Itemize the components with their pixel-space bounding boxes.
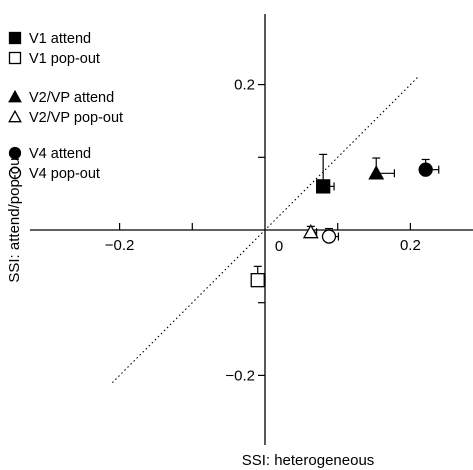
y-tick-label: −0.2 [225, 367, 255, 384]
error-bars [253, 153, 440, 285]
legend-v1-pop-out-label: V1 pop-out [29, 51, 100, 67]
legend-v4-attend-marker [8, 146, 22, 160]
legend-v2-vp-attend-label: V2/VP attend [29, 90, 114, 106]
legend-v1-pop-out-marker [8, 51, 22, 65]
v2-vp-pop-out-marker [302, 224, 319, 239]
data-markers [250, 162, 433, 288]
legend-v1-attend-marker [8, 31, 22, 45]
x-tick-label: −0.2 [105, 237, 135, 254]
tick-marks [118, 83, 411, 376]
legend-v4-pop-out-marker [8, 166, 22, 180]
origin-label: 0 [275, 238, 283, 255]
legend-v4-pop-out-label: V4 pop-out [29, 166, 100, 182]
v4-pop-out-marker [321, 229, 337, 244]
v1-attend-marker [316, 179, 331, 194]
v1-pop-out-marker [250, 273, 265, 288]
v4-attend-marker [418, 162, 433, 177]
y-axis-title: SSI: attend/pop-out [6, 153, 23, 283]
v2-vp-attend-marker [368, 165, 385, 180]
tick-labels: −0.2 0.2 0.2 −0.2 [105, 77, 421, 385]
legend: V1 attend V1 pop-out V2/VP attend V2/VP pop… [8, 31, 123, 182]
legend-v2-vp-pop-out-label: V2/VP pop-out [29, 110, 123, 126]
legend-v1-attend-label: V1 attend [29, 31, 91, 47]
legend-v4-attend-label: V4 attend [29, 146, 91, 162]
y-tick-label: 0.2 [234, 77, 255, 94]
legend-v2-vp-attend-marker [8, 89, 22, 103]
identity-line [111, 76, 419, 384]
legend-v2-vp-pop-out-marker [8, 109, 22, 123]
x-axis-title: SSI: heterogeneous [242, 452, 375, 469]
x-tick-label: 0.2 [400, 237, 421, 254]
